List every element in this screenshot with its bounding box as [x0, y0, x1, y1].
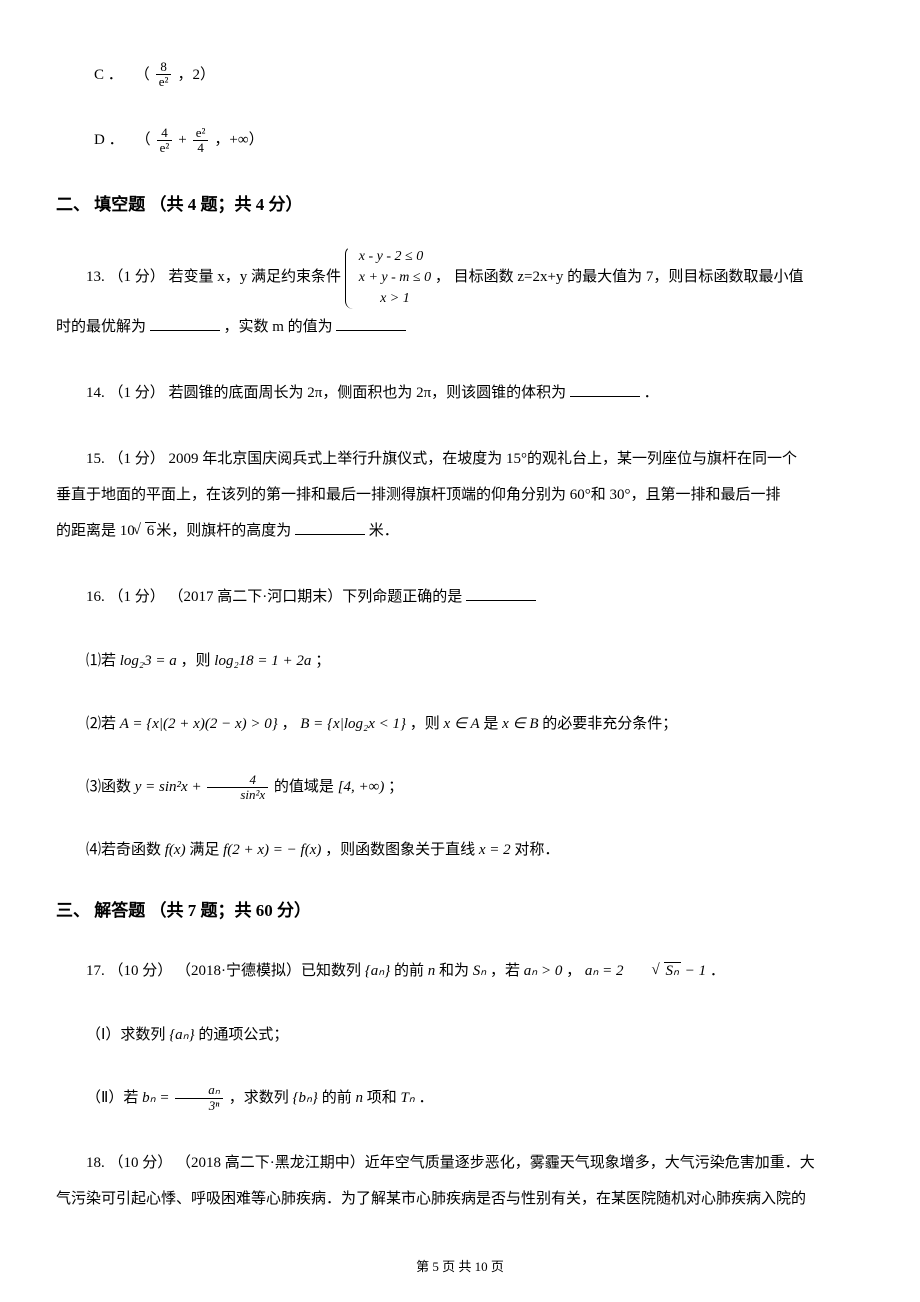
question-14: 14. （1 分） 若圆锥的底面周长为 2π，侧面积也为 2π，则该圆锥的体积为…: [56, 375, 864, 411]
choice-d-tail: ，+∞）: [214, 128, 263, 152]
question-17-head: 17. （10 分） （2018·宁德模拟）已知数列 {aₙ} 的前 n 和为 …: [56, 953, 864, 989]
q15-l2: 垂直于地面的平面上，在该列的第一排和最后一排测得旗杆顶端的仰角分别为 60°和 …: [56, 477, 864, 513]
q15-l3: 的距离是 106米，则旗杆的高度为 米．: [56, 513, 864, 549]
q16-frac: 4sin²x: [207, 773, 268, 803]
q13-line2b: ，实数 m 的值为: [224, 319, 333, 335]
q16-sub4: ⑷若奇函数 f(x) 满足 f(2 + x) = − f(x) ，则函数图象关于…: [56, 834, 864, 867]
q14-blank: [570, 382, 640, 397]
q14-tail: ．: [644, 385, 659, 401]
question-15: 15. （1 分） 2009 年北京国庆阅兵式上举行升旗仪式，在坡度为 15°的…: [56, 441, 864, 549]
q16-blank: [466, 586, 536, 601]
q16-sub1: ⑴若 log₂3 = a ，则 log₂18 = 1 + 2a ；: [56, 645, 864, 678]
q15-blank: [295, 520, 365, 535]
choice-c-open: （: [135, 63, 150, 87]
frac-d2: e² 4: [193, 126, 209, 156]
q15-l1: 15. （1 分） 2009 年北京国庆阅兵式上举行升旗仪式，在坡度为 15°的…: [56, 441, 864, 477]
q13-system: x - y - 2 ≤ 0 x + y - m ≤ 0 x > 1: [345, 246, 431, 309]
question-13: 13. （1 分） 若变量 x，y 满足约束条件 x - y - 2 ≤ 0 x…: [56, 246, 864, 345]
section-3-title: 三、 解答题 （共 7 题；共 60 分）: [56, 897, 864, 924]
choice-d-label: D ．: [94, 128, 124, 152]
q15-sqrt: 6: [135, 513, 157, 549]
choice-c-tail: ，2）: [177, 63, 215, 87]
choice-c: C ． （ 8 e² ，2）: [94, 60, 864, 90]
choice-d-plus: +: [178, 128, 186, 152]
q16-sub2: ⑵若 A = {x|(2 + x)(2 − x) > 0} ， B = {x|l…: [56, 708, 864, 741]
q17-part2: （Ⅱ）若 bₙ = aₙ3ⁿ ，求数列 {bₙ} 的前 n 项和 Tₙ ．: [56, 1082, 864, 1115]
q13-pre: 13. （1 分） 若变量 x，y 满足约束条件: [56, 259, 341, 295]
q13-post1: ， 目标函数 z=2x+y 的最大值为 7，则目标函数取最小值: [435, 269, 804, 285]
q16-sub3: ⑶函数 y = sin²x + 4sin²x 的值域是 [4, +∞) ；: [56, 771, 864, 804]
q17-frac: aₙ3ⁿ: [175, 1083, 223, 1113]
question-18: 18. （10 分） （2018 高二下·黑龙江期中）近年空气质量逐步恶化，雾霾…: [56, 1145, 864, 1217]
choice-d-open: （: [136, 128, 151, 152]
choice-d: D ． （ 4 e² + e² 4 ，+∞）: [94, 126, 864, 156]
q14-text: 14. （1 分） 若圆锥的底面周长为 2π，侧面积也为 2π，则该圆锥的体积为: [86, 385, 566, 401]
choice-c-label: C ．: [94, 63, 123, 87]
q13-blank-2: [336, 316, 406, 331]
q18-l1: 18. （10 分） （2018 高二下·黑龙江期中）近年空气质量逐步恶化，雾霾…: [56, 1145, 864, 1181]
q13-line2a: 时的最优解为: [56, 319, 146, 335]
frac-c1: 8 e²: [156, 60, 172, 90]
q18-l2: 气污染可引起心悸、呼吸困难等心肺疾病．为了解某市心肺疾病是否与性别有关，在某医院…: [56, 1181, 864, 1217]
question-16-head: 16. （1 分） （2017 高二下·河口期末）下列命题正确的是: [56, 579, 864, 615]
q13-blank-1: [150, 316, 220, 331]
page-footer: 第 5 页 共 10 页: [0, 1257, 920, 1278]
section-2-title: 二、 填空题 （共 4 题；共 4 分）: [56, 191, 864, 218]
frac-d1: 4 e²: [157, 126, 173, 156]
q17-sqrt: Sₙ: [624, 953, 681, 989]
q17-part1: （Ⅰ）求数列 {aₙ} 的通项公式；: [56, 1019, 864, 1052]
